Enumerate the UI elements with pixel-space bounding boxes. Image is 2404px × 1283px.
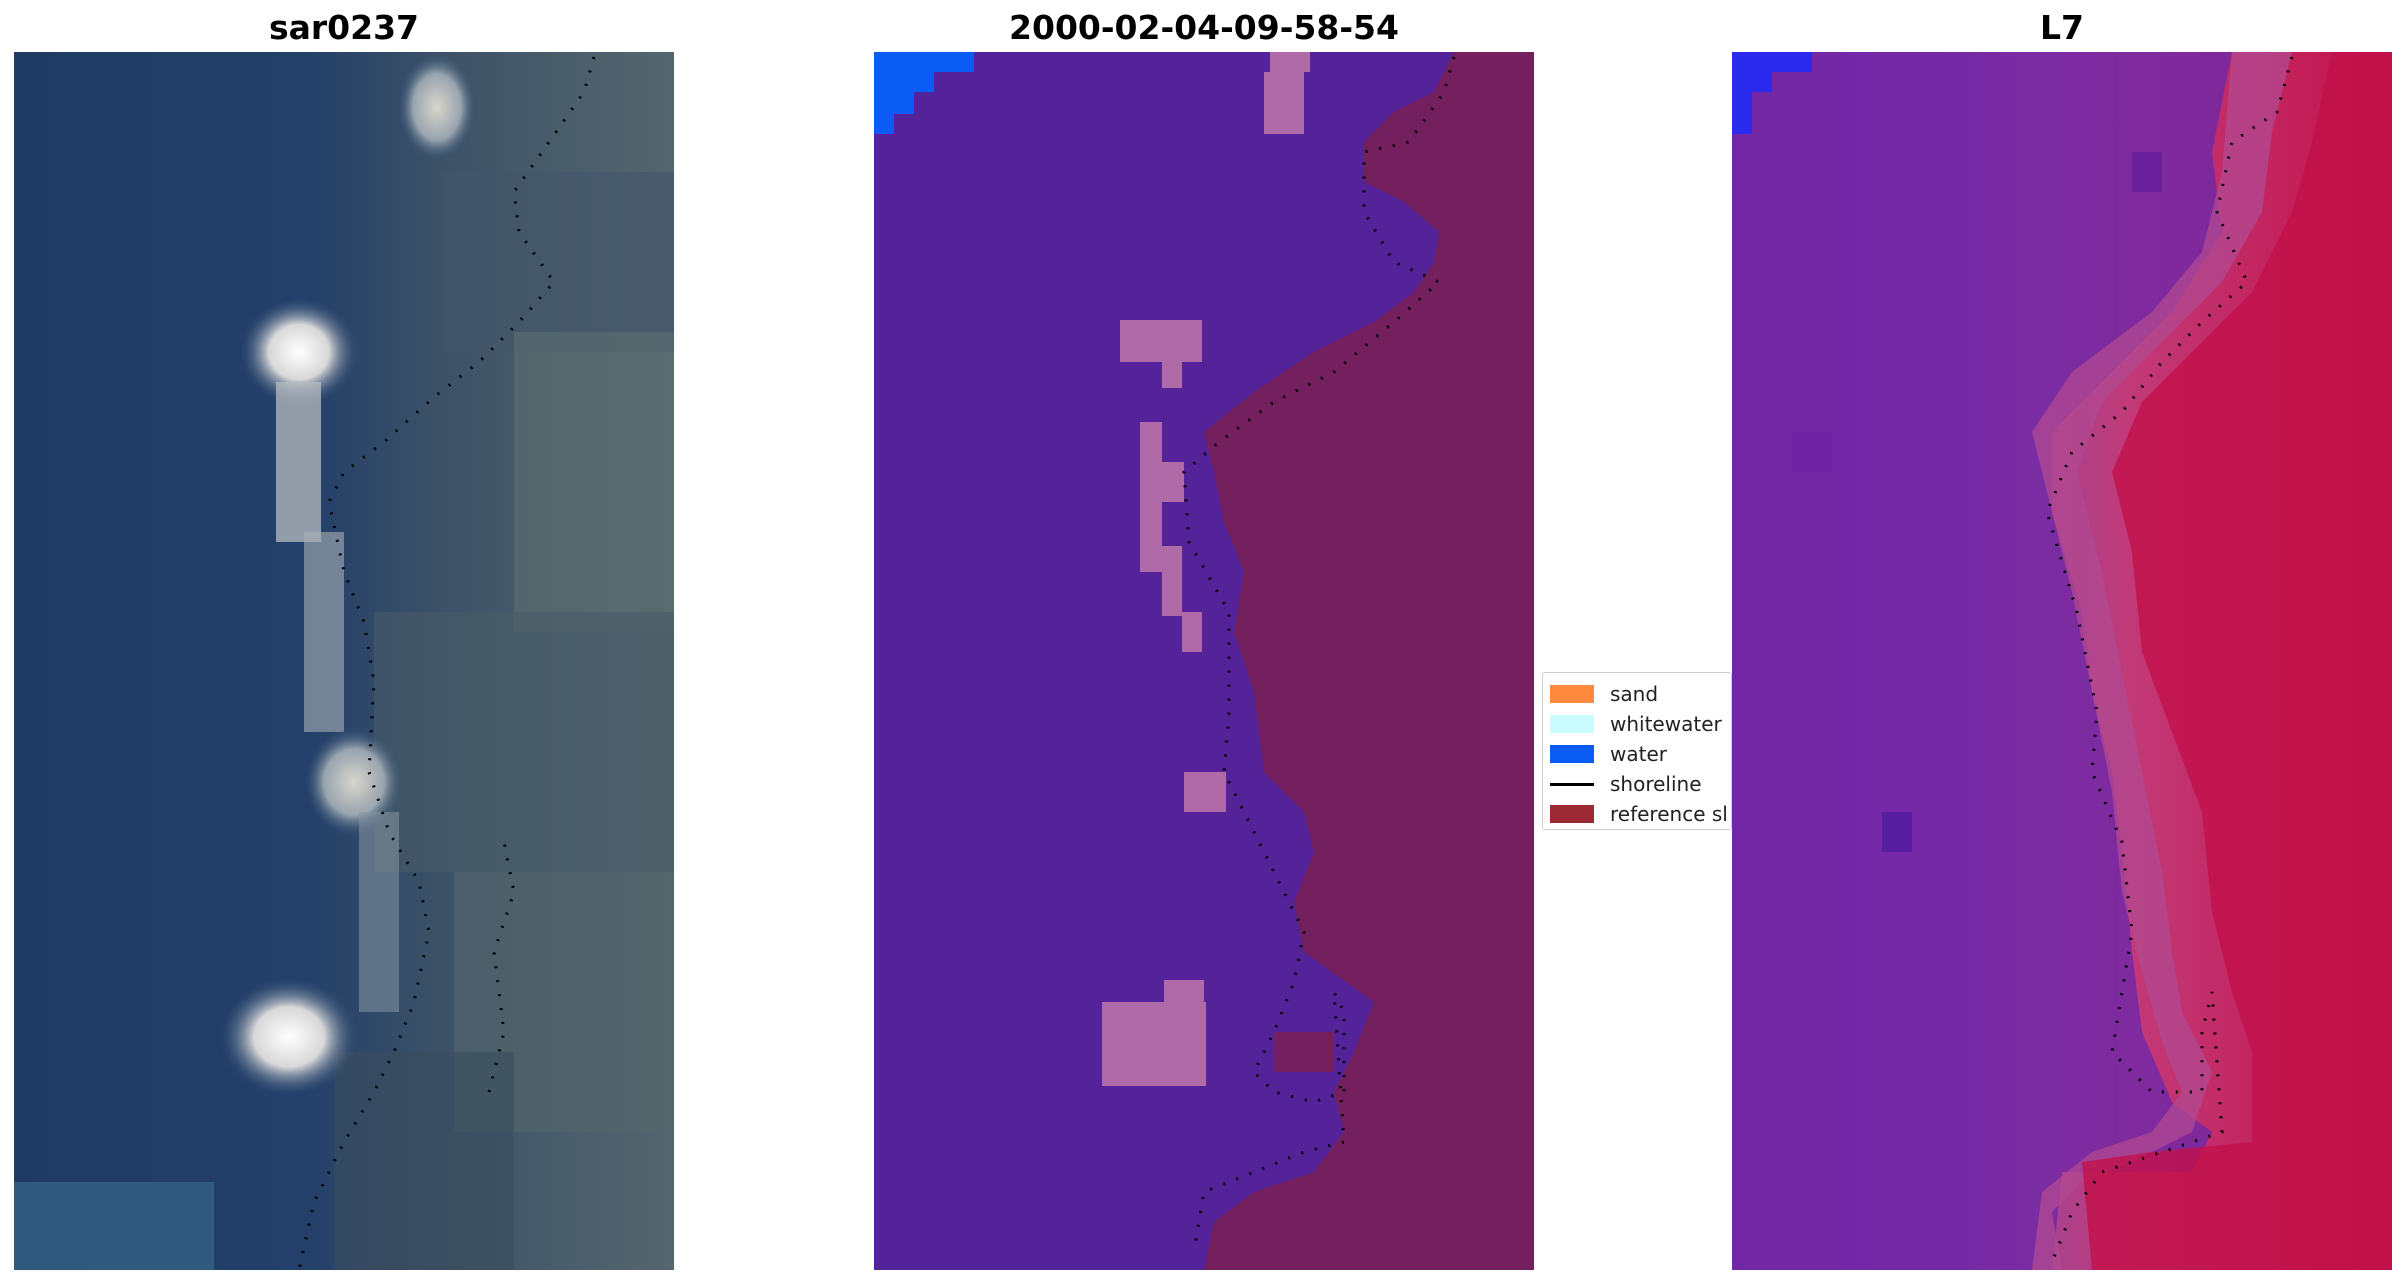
legend-item-shoreline: shoreline: [1543, 769, 1731, 799]
legend: sand whitewater water shoreline referenc…: [1542, 672, 1732, 830]
panel-title-middle: 2000-02-04-09-58-54: [1009, 8, 1399, 47]
satellite-image-panel: [14, 52, 674, 1270]
legend-label-sand: sand: [1610, 682, 1659, 706]
legend-item-whitewater: whitewater: [1543, 709, 1731, 739]
legend-item-water: water: [1543, 739, 1731, 769]
satellite-true-color-image: [14, 52, 674, 1270]
reference-swatch-icon: [1550, 805, 1594, 823]
legend-label-reference: reference sl: [1610, 802, 1728, 826]
panel-title-right: L7: [2040, 8, 2084, 47]
sand-swatch-icon: [1550, 685, 1594, 703]
legend-label-water: water: [1610, 742, 1667, 766]
panel-title-left: sar0237: [268, 8, 420, 47]
legend-item-reference: reference sl: [1543, 799, 1731, 829]
classification-map-panel: [874, 52, 1534, 1270]
legend-label-shoreline: shoreline: [1610, 772, 1702, 796]
shoreline-line-icon: [1550, 782, 1594, 786]
whitewater-swatch-icon: [1550, 715, 1594, 733]
legend-label-whitewater: whitewater: [1610, 712, 1722, 736]
water-swatch-icon: [1550, 745, 1594, 763]
index-composite-image: [1732, 52, 2392, 1270]
legend-item-sand: sand: [1543, 679, 1731, 709]
index-composite-panel: [1732, 52, 2392, 1270]
classification-map-image: [874, 52, 1534, 1270]
